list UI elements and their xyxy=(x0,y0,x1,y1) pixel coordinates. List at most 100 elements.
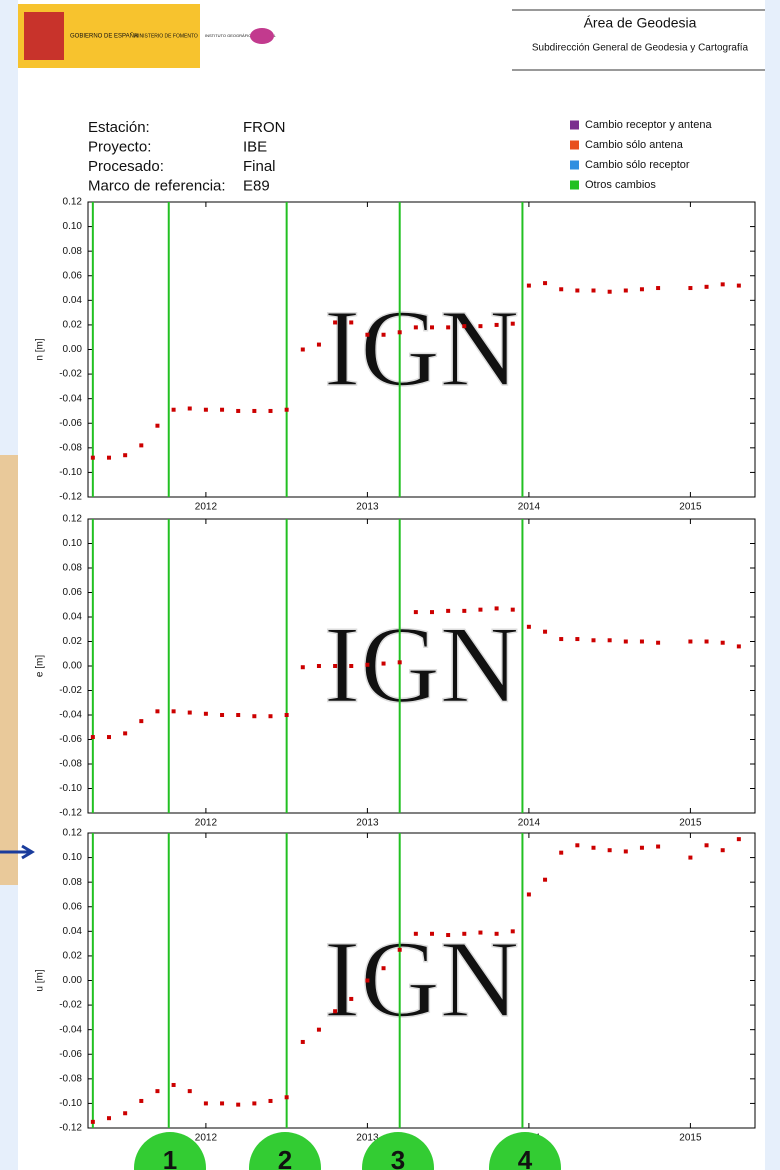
y-tick-label: 0.04 xyxy=(63,926,83,937)
point xyxy=(639,287,644,292)
y-tick-label: -0.06 xyxy=(59,734,82,745)
point xyxy=(236,408,241,413)
info-value: E89 xyxy=(243,177,270,194)
point xyxy=(510,607,515,612)
y-tick-label: 0.04 xyxy=(63,295,83,306)
point xyxy=(106,735,111,740)
y-tick-label: 0.02 xyxy=(63,636,83,647)
plot-area xyxy=(87,832,756,1129)
point xyxy=(575,637,580,642)
y-tick-label: 0.12 xyxy=(63,828,83,839)
x-tick-label: 2013 xyxy=(356,818,379,829)
y-tick-label: 0.06 xyxy=(63,270,83,281)
step-marker xyxy=(134,1132,206,1170)
point xyxy=(575,288,580,293)
y-tick-label: 0.10 xyxy=(63,852,83,863)
step-number: 3 xyxy=(391,1145,405,1170)
point xyxy=(155,709,160,714)
point xyxy=(607,848,612,853)
point xyxy=(510,929,515,934)
point xyxy=(623,288,628,293)
y-tick-label: -0.02 xyxy=(59,1000,82,1011)
point xyxy=(203,1101,208,1106)
point xyxy=(316,1027,321,1032)
point xyxy=(656,286,661,291)
point xyxy=(123,1111,128,1116)
point xyxy=(252,714,257,719)
point xyxy=(607,638,612,643)
watermark: IGN xyxy=(324,918,520,1040)
point xyxy=(736,283,741,288)
y-tick-label: -0.12 xyxy=(59,492,82,503)
point xyxy=(300,665,305,670)
legend-label: Otros cambios xyxy=(585,179,656,191)
point xyxy=(316,664,321,668)
point xyxy=(704,843,709,848)
point xyxy=(300,347,305,352)
point xyxy=(446,933,451,938)
point xyxy=(252,408,257,413)
x-tick-label: 2015 xyxy=(679,502,702,513)
point xyxy=(139,719,144,724)
point xyxy=(236,1102,241,1107)
point xyxy=(123,731,128,736)
point xyxy=(478,324,483,329)
point xyxy=(736,644,741,649)
y-tick-label: 0.00 xyxy=(63,661,83,672)
info-value: IBE xyxy=(243,138,267,155)
point xyxy=(203,711,208,716)
y-tick-label: 0.00 xyxy=(63,975,83,986)
step-number: 2 xyxy=(278,1145,292,1170)
y-tick-label: -0.10 xyxy=(59,783,82,794)
point xyxy=(462,931,467,936)
point xyxy=(365,332,370,337)
point xyxy=(526,283,531,288)
point xyxy=(333,1009,338,1014)
legend-swatch xyxy=(570,180,579,190)
point xyxy=(381,332,386,337)
y-tick-label: -0.08 xyxy=(59,1073,82,1084)
point xyxy=(187,710,192,715)
point xyxy=(90,735,95,740)
point xyxy=(349,996,354,1001)
ign-logo xyxy=(250,28,274,44)
watermark: IGN xyxy=(324,287,520,409)
point xyxy=(736,837,741,842)
step-number: 1 xyxy=(163,1145,177,1170)
y-tick-label: 0.06 xyxy=(63,587,83,598)
point xyxy=(429,931,434,936)
point xyxy=(494,606,499,611)
y-tick-label: -0.02 xyxy=(59,685,82,696)
info-label: Proyecto: xyxy=(88,138,151,155)
point xyxy=(381,966,386,971)
point xyxy=(397,947,402,952)
point xyxy=(559,287,564,292)
y-tick-label: 0.02 xyxy=(63,951,83,962)
point xyxy=(543,629,548,634)
y-axis-label: u [m] xyxy=(35,969,46,991)
point xyxy=(171,709,176,714)
point xyxy=(333,320,338,325)
point xyxy=(559,850,564,855)
watermark: IGN xyxy=(324,603,520,725)
info-value: Final xyxy=(243,158,276,175)
header-subtitle: Subdirección General de Geodesia y Carto… xyxy=(532,43,749,54)
step-marker xyxy=(249,1132,321,1170)
point xyxy=(187,406,192,411)
info-label: Estación: xyxy=(88,119,150,136)
point xyxy=(316,342,321,347)
point xyxy=(252,1101,257,1106)
point xyxy=(720,640,725,645)
y-tick-label: -0.04 xyxy=(59,710,82,721)
info-label: Marco de referencia: xyxy=(88,177,226,194)
info-label: Procesado: xyxy=(88,158,164,175)
y-tick-label: -0.02 xyxy=(59,369,82,380)
point xyxy=(607,289,612,294)
y-axis-label: n [m] xyxy=(35,338,46,360)
point xyxy=(720,848,725,853)
point xyxy=(429,325,434,330)
y-tick-label: 0.12 xyxy=(63,197,83,208)
point xyxy=(526,892,531,897)
point xyxy=(90,455,95,460)
x-tick-label: 2013 xyxy=(356,502,379,513)
